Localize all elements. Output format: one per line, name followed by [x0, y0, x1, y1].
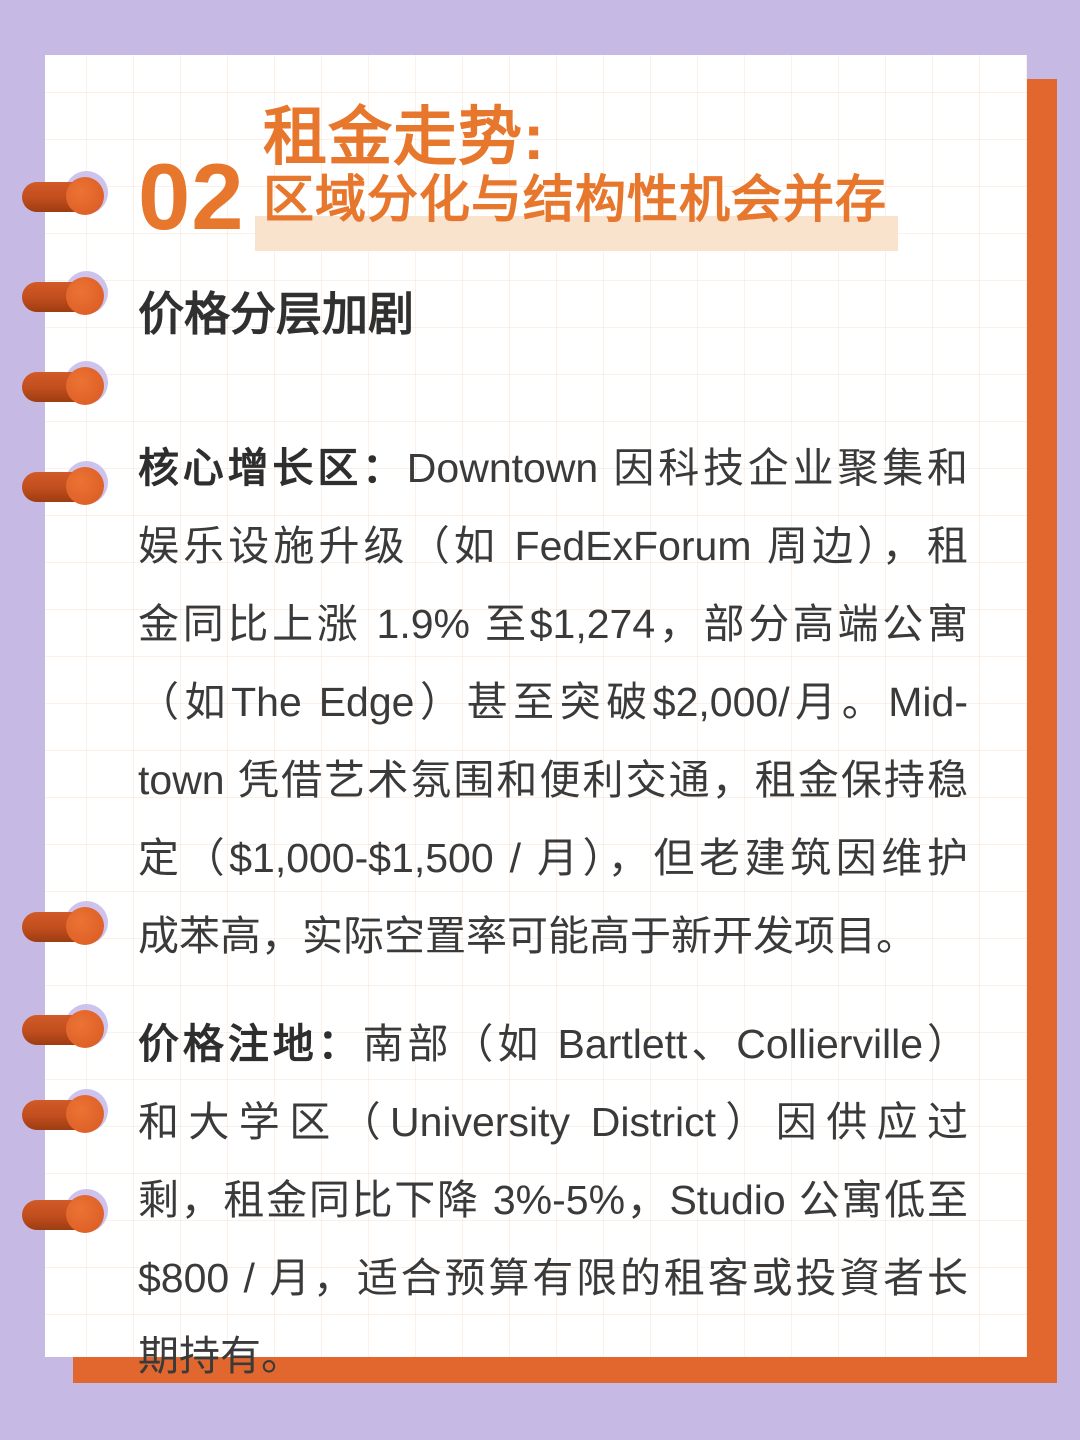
paragraph-line: 定（$1,000-$1,500 / 月），但老建筑因维护: [138, 835, 968, 881]
paragraph-line: 金同比上涨 1.9% 至$1,274，部分高端公寓: [138, 601, 968, 647]
pin-cap: [66, 1095, 104, 1133]
pin-cap: [66, 1195, 104, 1233]
page-title-line1: 租金走势:: [263, 101, 546, 173]
paragraph-line: （如The Edge）甚至突破$2,000/月。Mid-: [138, 679, 968, 725]
page-title-line2: 区域分化与结构性机会并存: [263, 171, 888, 228]
binder-pin-icon: [22, 271, 108, 320]
paragraph-line: $800 / 月，适合预算有限的租客或投資者长: [138, 1255, 968, 1301]
paragraph: 价格注地：南部（如 Bartlett、Collierville） 和大学区（Uni…: [138, 1005, 968, 1395]
binder-pin-icon: [22, 461, 108, 510]
paragraph-line: town 凭借艺术氛围和便利交通，租金保持稳: [138, 757, 968, 803]
binder-pin-icon: [22, 1189, 108, 1238]
paragraph-line: 价格注地：南部（如 Bartlett、Collierville）: [138, 1021, 968, 1067]
paragraph: 核心增长区：Downtown 因科技企业聚集和 娱乐设施升级（如 FedExFor…: [138, 429, 968, 975]
pin-cap: [66, 177, 104, 215]
paragraph-line: 和大学区（University District）因供应过: [138, 1099, 968, 1145]
section-number: 02: [138, 144, 245, 249]
binder-pin-icon: [22, 361, 108, 410]
pin-cap: [66, 467, 104, 505]
paragraph-line: 期持有。: [138, 1333, 302, 1379]
pin-cap: [66, 1010, 104, 1048]
binder-pin-icon: [22, 1089, 108, 1138]
paragraph-line: 成苯高，实际空置率可能高于新开发项目。: [138, 913, 917, 959]
binder-pin-icon: [22, 1004, 108, 1053]
paragraph-line: 娱乐设施升级（如 FedExForum 周边），租: [138, 523, 968, 569]
binder-pin-icon: [22, 901, 108, 950]
pin-cap: [66, 907, 104, 945]
binder-pin-icon: [22, 171, 108, 220]
paragraph-lead: 价格注地：: [138, 1021, 363, 1067]
paragraph-lead: 核心增长区：: [138, 445, 407, 491]
pin-cap: [66, 277, 104, 315]
body-paragraphs: 核心增长区：Downtown 因科技企业聚集和 娱乐设施升级（如 FedExFor…: [138, 429, 968, 1395]
paragraph-line: 剩，租金同比下降 3%-5%，Studio 公寓低至: [138, 1177, 968, 1223]
pin-cap: [66, 367, 104, 405]
paragraph-line: 核心增长区：Downtown 因科技企业聚集和: [138, 445, 968, 491]
section-subtitle: 价格分层加剧: [138, 288, 414, 340]
title-highlight-band: [255, 216, 898, 251]
notebook-card: [45, 55, 1027, 1357]
